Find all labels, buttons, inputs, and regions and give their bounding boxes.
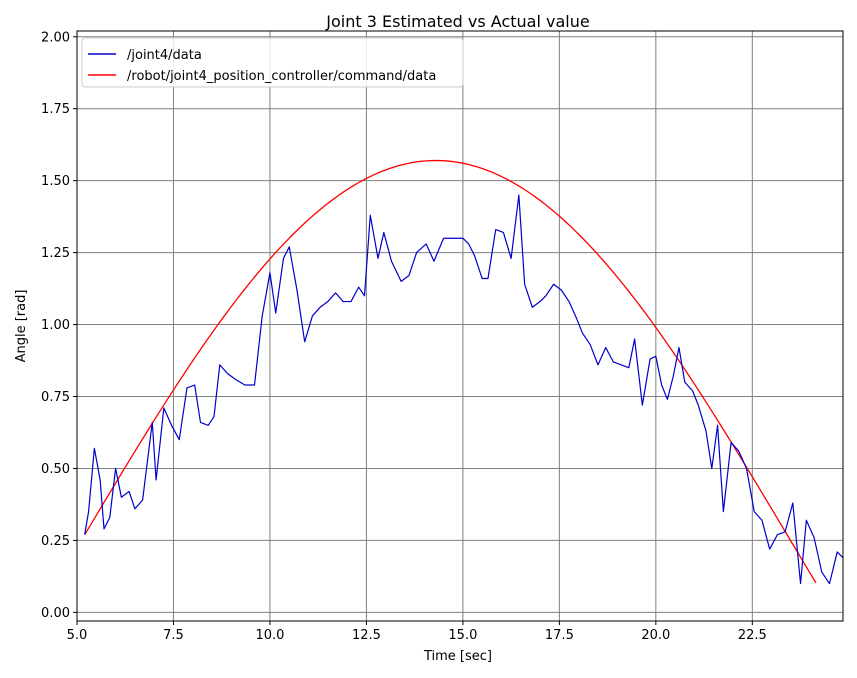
legend-label-joint4: /joint4/data [127, 48, 202, 63]
y-tick-label: 0.25 [41, 534, 70, 549]
y-axis-label: Angle [rad] [14, 290, 29, 363]
x-tick-label: 10.0 [255, 628, 284, 643]
series-line-joint4 [84, 194, 843, 585]
y-tick-label: 0.75 [41, 390, 70, 405]
series-line-command [84, 159, 817, 584]
x-tick-label: 12.5 [352, 628, 381, 643]
y-tick-label: 1.75 [41, 102, 70, 117]
x-axis-label: Time [sec] [423, 649, 492, 664]
grid [76, 31, 843, 621]
x-axis-ticks: 5.0 7.5 10.0 12.5 15.0 17.5 20.0 22.5 [67, 621, 767, 643]
legend-label-command: /robot/joint4_position_controller/comman… [127, 69, 436, 84]
plot-frame [76, 30, 844, 622]
y-tick-label: 1.00 [41, 318, 70, 333]
chart-title: Joint 3 Estimated vs Actual value [325, 12, 589, 31]
legend: /joint4/data /robot/joint4_position_cont… [81, 37, 464, 88]
y-tick-label: 1.50 [41, 174, 70, 189]
legend-box [81, 37, 464, 88]
y-tick-label: 0.50 [41, 462, 70, 477]
x-tick-label: 7.5 [163, 628, 184, 643]
y-tick-label: 0.00 [41, 606, 70, 621]
y-tick-label: 1.25 [41, 246, 70, 261]
x-tick-label: 22.5 [738, 628, 767, 643]
x-tick-label: 20.0 [641, 628, 670, 643]
y-axis-ticks: 0.00 0.25 0.50 0.75 1.00 1.25 1.50 1.75 2.00 [41, 30, 77, 621]
series-group [84, 159, 843, 585]
y-tick-label: 2.00 [41, 30, 70, 45]
x-tick-label: 15.0 [448, 628, 477, 643]
x-tick-label: 5.0 [67, 628, 88, 643]
x-tick-label: 17.5 [545, 628, 574, 643]
